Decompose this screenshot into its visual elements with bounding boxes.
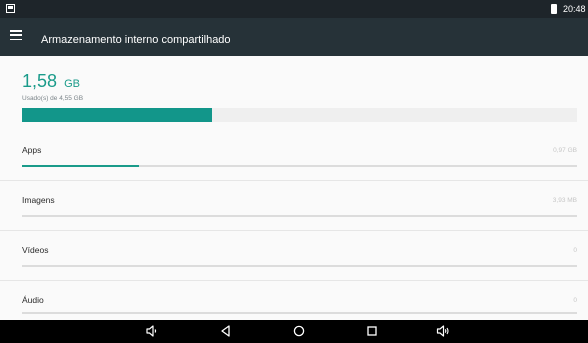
category-usage-bar — [22, 165, 577, 167]
category-row-images[interactable]: Imagens 3,93 MB — [0, 181, 588, 230]
page-title: Armazenamento interno compartilhado — [41, 34, 231, 46]
divider — [0, 280, 588, 281]
category-label: Vídeos — [22, 245, 49, 255]
recents-icon[interactable] — [365, 324, 379, 338]
back-icon[interactable] — [219, 324, 233, 338]
total-usage-bar — [22, 108, 577, 122]
navigation-bar — [0, 320, 588, 343]
category-size: 0 — [573, 247, 577, 254]
category-row-videos[interactable]: Vídeos 0 — [0, 231, 588, 280]
used-value-unit: GB — [64, 78, 80, 90]
category-row-apps[interactable]: Apps 0,97 GB — [0, 131, 588, 180]
battery-icon — [551, 4, 557, 14]
category-size: 0 — [573, 297, 577, 304]
total-usage-fill — [22, 108, 212, 122]
divider — [0, 180, 588, 181]
category-label: Áudio — [22, 295, 44, 305]
volume-down-icon[interactable] — [145, 324, 159, 338]
category-usage-fill — [22, 165, 139, 167]
used-value-number: 1,58 — [22, 71, 58, 91]
app-bar: Armazenamento interno compartilhado — [0, 18, 588, 56]
category-size: 0,97 GB — [553, 147, 577, 154]
used-storage-value: 1,58 GB — [22, 70, 80, 95]
category-usage-bar — [22, 215, 577, 217]
menu-icon[interactable] — [10, 30, 22, 41]
storage-summary: 1,58 GB Usado(s) de 4,55 GB — [0, 56, 588, 131]
status-clock: 20:48 — [563, 4, 586, 14]
category-label: Imagens — [22, 195, 55, 205]
category-row-audio[interactable]: Áudio 0 — [0, 281, 588, 320]
used-of-total-label: Usado(s) de 4,55 GB — [22, 95, 84, 102]
category-usage-bar — [22, 312, 577, 314]
category-usage-bar — [22, 265, 577, 267]
status-bar: 20:48 — [0, 0, 588, 18]
notification-icon — [6, 4, 15, 13]
volume-up-icon[interactable] — [436, 324, 450, 338]
category-size: 3,93 MB — [552, 197, 577, 204]
home-icon[interactable] — [292, 324, 306, 338]
category-label: Apps — [22, 145, 42, 155]
divider — [0, 230, 588, 231]
